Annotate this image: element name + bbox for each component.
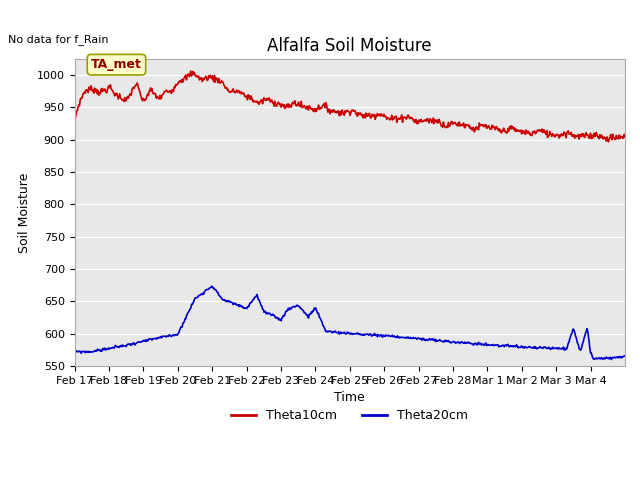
Title: Alfalfa Soil Moisture: Alfalfa Soil Moisture <box>268 36 432 55</box>
X-axis label: Time: Time <box>334 391 365 404</box>
Text: No data for f_Rain: No data for f_Rain <box>8 35 109 45</box>
Legend: Theta10cm, Theta20cm: Theta10cm, Theta20cm <box>227 404 473 427</box>
Y-axis label: Soil Moisture: Soil Moisture <box>19 172 31 252</box>
Text: TA_met: TA_met <box>91 58 142 71</box>
